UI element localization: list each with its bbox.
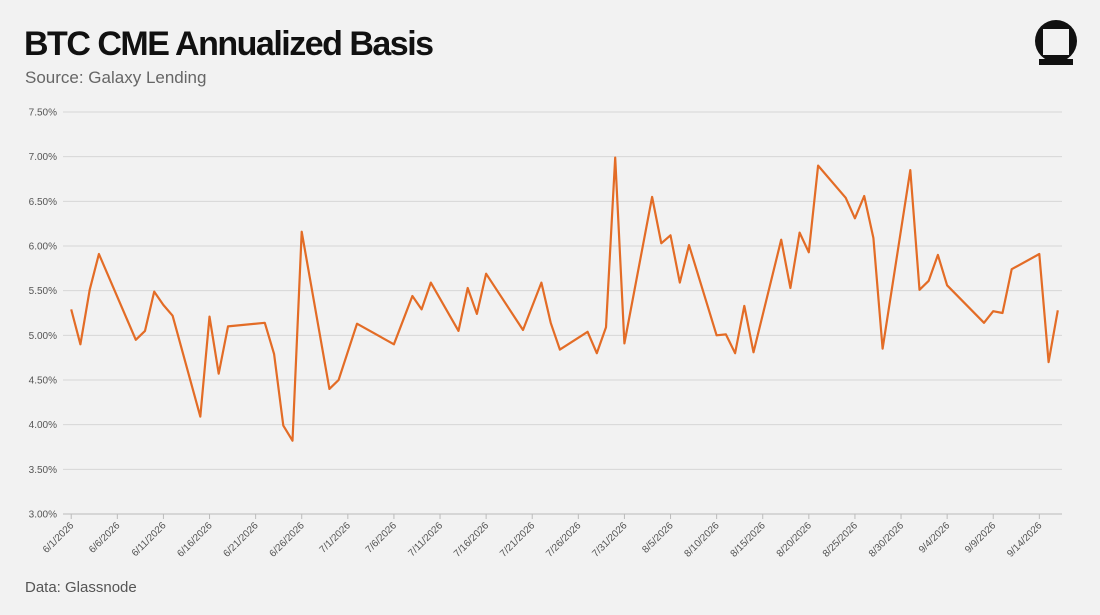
chart-subtitle: Source: Galaxy Lending — [25, 68, 206, 87]
y-tick-label: 7.00% — [29, 152, 57, 163]
chart-title: BTC CME Annualized Basis — [24, 25, 433, 63]
data-line — [70, 156, 1059, 442]
footnote: Data: Glassnode — [25, 579, 137, 596]
y-tick-label: 4.00% — [29, 420, 57, 431]
y-tick-label: 6.00% — [29, 242, 57, 253]
y-tick-label: 7.50% — [29, 108, 57, 119]
y-tick-label: 4.50% — [29, 376, 57, 387]
y-tick-label: 3.00% — [29, 510, 57, 521]
logo — [1035, 20, 1077, 65]
y-tick-label: 3.50% — [29, 465, 57, 476]
y-tick-label: 5.00% — [29, 331, 57, 342]
y-tick-label: 5.50% — [29, 286, 57, 297]
y-tick-label: 6.50% — [29, 197, 57, 208]
